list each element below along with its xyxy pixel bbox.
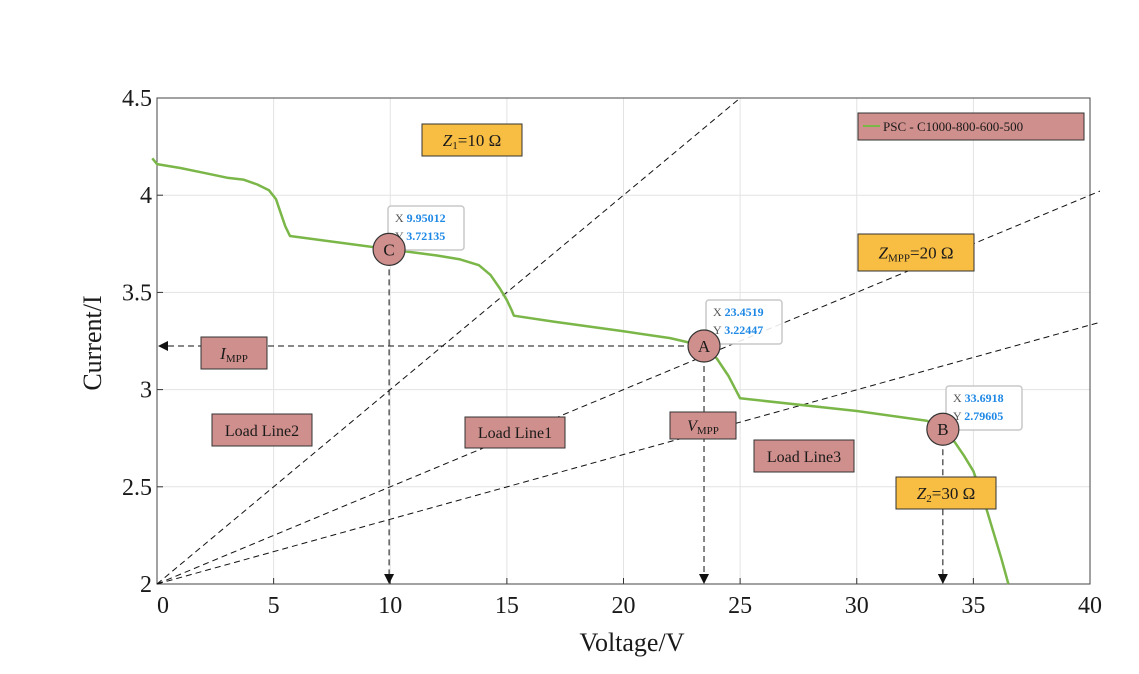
curve-layer [151,157,1010,585]
x-tick-label: 0 [157,593,169,619]
load-lines [156,98,1100,585]
x-tick-label: 40 [1078,593,1102,619]
legend-label: PSC - C1000-800-600-500 [883,119,1023,134]
legend: PSC - C1000-800-600-500 [857,112,1085,141]
load-line2-box [211,413,313,447]
y-tick-label: 4 [140,183,152,209]
y-axis-title: Current/I [78,295,107,390]
z-label-2: Z1=10 Ω [443,131,501,152]
vmpp-label: VMPP [687,418,719,437]
x-tick-label: 20 [612,593,636,619]
x-tick-label: 5 [268,593,280,619]
datatip-x-c: X 9.95012 [395,211,446,225]
y-tick-label: 2 [140,572,152,598]
datatip-box-b [945,385,1023,431]
y-tick-label: 4.5 [122,86,152,112]
load-line-1 [156,190,1100,585]
datatip-box-a [705,299,783,345]
datatip-y-c: Y 3.72135 [395,229,445,243]
y-tick-label: 3.5 [122,280,152,306]
labels: IMPP VMPP Load Line2 Load Line1 Load Line3 ZM… [200,123,1023,510]
point-label-b: B [937,420,948,439]
load-line-3 [156,321,1100,585]
x-tick-label: 10 [378,593,402,619]
point-c [372,232,406,266]
load-line3-box [753,439,855,473]
x-tick-label: 35 [961,593,985,619]
pv-curve [151,157,1010,585]
point-b [926,412,960,446]
z-box-3 [895,476,997,510]
vmpp-box [669,411,737,440]
legend-box [857,112,1085,141]
z-label-3: Z2=30 Ω [917,484,975,505]
y-tick-label: 3 [140,378,152,404]
y-tick-label: 2.5 [122,475,152,501]
point-label-a: A [698,337,711,356]
load-line-2 [156,98,741,585]
datatip-x-a: X 23.4519 [713,305,764,319]
axes [156,97,1091,585]
datatip-y-a: Y 3.22447 [713,323,763,337]
datatip-y-b: Y 2.79605 [953,409,1003,423]
load-line1-box [464,416,566,449]
plot-frame [156,97,1091,585]
point-a [687,329,721,363]
grid [157,98,1090,584]
z-label-1: ZMPP=20 Ω [879,244,954,265]
impp-label: IMPP [219,344,248,365]
point-label-c: C [383,240,394,259]
x-tick-label: 30 [845,593,869,619]
x-tick-label: 15 [495,593,519,619]
z-box-1 [857,233,975,272]
load-line3-label: Load Line3 [767,449,841,466]
impp-box [200,336,268,370]
tick-labels: 0 5 10 15 20 25 30 35 40 2 2.5 3 3.5 4 4.5 [122,86,1102,619]
x-tick-label: 25 [728,593,752,619]
x-axis-title: Voltage/V [580,628,685,657]
points: A B C [372,232,960,446]
load-line1-label: Load Line1 [478,425,552,442]
datatip-x-b: X 33.6918 [953,391,1004,405]
z-box-2 [421,123,523,157]
load-line2-label: Load Line2 [225,423,299,440]
datatip-box-c [387,205,465,251]
